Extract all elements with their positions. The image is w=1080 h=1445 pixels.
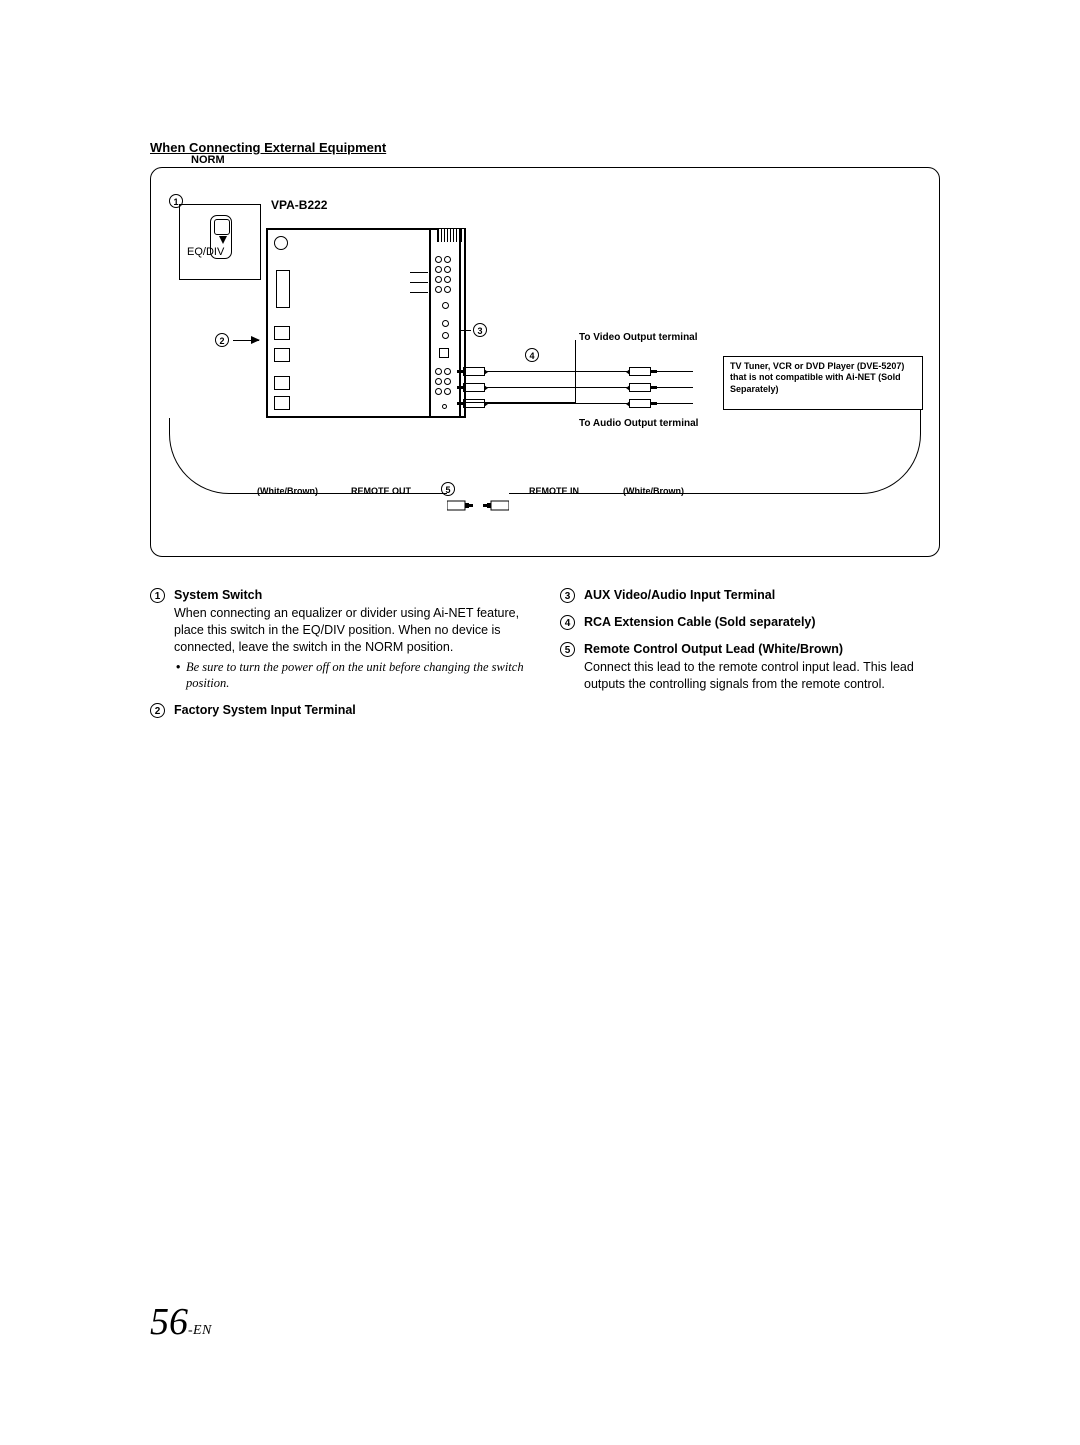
rca-cables — [463, 363, 695, 411]
connector-icon — [439, 348, 449, 358]
rca-plug-icon — [463, 367, 485, 376]
device-model-label: VPA-B222 — [271, 198, 327, 212]
port-icon — [274, 376, 290, 390]
desc-item-2: 2 Factory System Input Terminal — [150, 702, 530, 719]
description-columns: 1 System Switch When connecting an equal… — [150, 587, 940, 729]
rca-plug-icon — [629, 367, 651, 376]
line-icon — [410, 292, 428, 293]
system-switch — [179, 204, 261, 280]
callout-2: 2 — [215, 333, 229, 347]
screw-icon — [274, 236, 288, 250]
rca-plug-icon — [629, 383, 651, 392]
rca-plug-icon — [463, 399, 485, 408]
cable-icon — [653, 387, 693, 388]
item-1-title: System Switch — [174, 587, 530, 604]
line-icon — [410, 272, 428, 273]
callout-3: 3 — [473, 323, 487, 337]
cable-curve-icon — [169, 418, 447, 494]
line-icon — [410, 282, 428, 283]
switch-eqdiv-label: EQ/DIV — [187, 246, 224, 258]
connection-diagram: 1 NORM EQ/DIV VPA-B222 — [150, 167, 940, 557]
cable-icon — [487, 371, 627, 372]
circled-3-icon: 3 — [560, 588, 575, 603]
card-slot-icon — [276, 270, 290, 308]
item-1-note: Be sure to turn the power off on the uni… — [174, 659, 530, 693]
port-icon — [274, 396, 290, 410]
desc-item-3: 3 AUX Video/Audio Input Terminal — [560, 587, 940, 604]
desc-item-5: 5 Remote Control Output Lead (White/Brow… — [560, 641, 940, 693]
circled-4-icon: 4 — [560, 615, 575, 630]
heatsink-icon — [437, 228, 461, 242]
external-device-box: TV Tuner, VCR or DVD Player (DVE-5207) t… — [723, 356, 923, 410]
right-column: 3 AUX Video/Audio Input Terminal 4 RCA E… — [560, 587, 940, 729]
page-content: When Connecting External Equipment 1 NOR… — [150, 140, 940, 729]
cable-icon — [487, 403, 627, 404]
cable-curve-icon — [509, 410, 921, 494]
cable-icon — [653, 371, 693, 372]
circled-1-icon: 1 — [150, 588, 165, 603]
connector-panel — [429, 228, 461, 418]
section-title: When Connecting External Equipment — [150, 140, 940, 155]
item-5-title: Remote Control Output Lead (White/Brown) — [584, 641, 940, 658]
port-icon — [274, 348, 290, 362]
circled-5-icon: 5 — [560, 642, 575, 657]
rca-plug-icon — [629, 399, 651, 408]
page-number-value: 56 — [150, 1301, 188, 1343]
port-icon — [274, 326, 290, 340]
circled-2-icon: 2 — [150, 703, 165, 718]
line-icon — [461, 330, 471, 331]
jack-icon — [442, 404, 447, 409]
callout-4: 4 — [525, 348, 539, 362]
item-3-title: AUX Video/Audio Input Terminal — [584, 587, 940, 604]
cable-icon — [653, 403, 693, 404]
item-1-body: When connecting an equalizer or divider … — [174, 605, 530, 656]
connector-female-icon — [483, 500, 509, 511]
arrow-icon — [233, 340, 259, 341]
item-2-title: Factory System Input Terminal — [174, 702, 530, 719]
jack-icon — [442, 302, 449, 309]
rca-plug-icon — [463, 383, 485, 392]
switch-norm-label: NORM — [191, 154, 225, 166]
left-column: 1 System Switch When connecting an equal… — [150, 587, 530, 729]
item-5-body: Connect this lead to the remote control … — [584, 659, 940, 693]
item-4-title: RCA Extension Cable (Sold separately) — [584, 614, 940, 631]
cable-icon — [487, 387, 627, 388]
connector-male-icon — [447, 500, 473, 511]
page-number: 56-EN — [150, 1300, 212, 1344]
page-number-suffix: -EN — [188, 1323, 212, 1338]
desc-item-1: 1 System Switch When connecting an equal… — [150, 587, 530, 692]
desc-item-4: 4 RCA Extension Cable (Sold separately) — [560, 614, 940, 631]
jack-icon — [442, 332, 449, 339]
jack-icon — [442, 320, 449, 327]
to-video-label: To Video Output terminal — [579, 332, 698, 343]
